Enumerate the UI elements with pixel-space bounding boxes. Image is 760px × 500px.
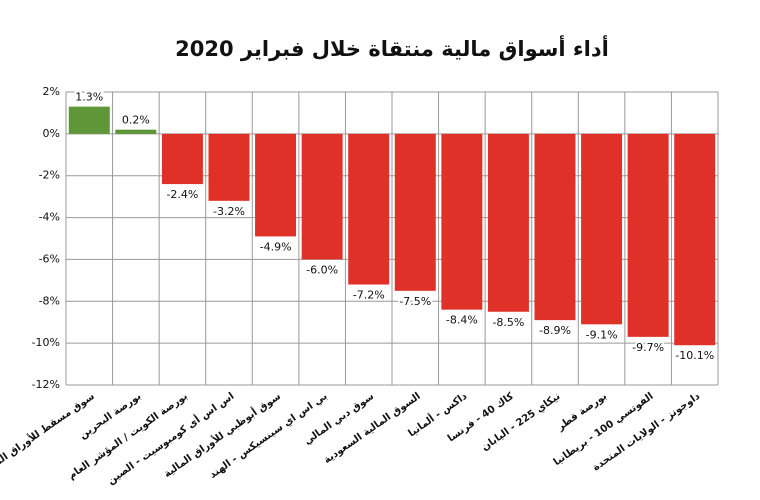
value-label: -9.1% — [586, 328, 618, 341]
value-label: 0.2% — [122, 114, 150, 127]
bar — [208, 133, 250, 201]
y-tick-label: -6% — [39, 252, 60, 265]
y-tick-label: 0% — [43, 127, 60, 140]
bar — [534, 133, 576, 321]
y-tick-label: -8% — [39, 294, 60, 307]
bar — [627, 133, 669, 337]
bar — [301, 133, 343, 260]
y-tick-label: 2% — [43, 85, 60, 98]
value-label: -6.0% — [306, 263, 338, 276]
bar — [394, 133, 436, 291]
y-tick-label: -2% — [39, 169, 60, 182]
value-label: -2.4% — [166, 188, 198, 201]
value-label: 1.3% — [75, 91, 103, 104]
value-label: -8.4% — [446, 314, 478, 327]
bar — [161, 133, 203, 185]
bar — [674, 133, 716, 346]
value-label: -8.9% — [539, 324, 571, 337]
chart-title: أداء أسواق مالية منتقاة خلال فبراير 2020 — [175, 34, 609, 61]
bar — [441, 133, 483, 310]
bar — [115, 129, 157, 134]
value-label: -3.2% — [213, 205, 245, 218]
bar — [348, 133, 390, 285]
value-label: -4.9% — [260, 240, 292, 253]
value-label: -9.7% — [632, 341, 664, 354]
value-label: -8.5% — [492, 316, 524, 329]
bar — [255, 133, 297, 237]
bar — [68, 106, 110, 134]
y-tick-label: -10% — [32, 336, 60, 349]
value-label: -7.5% — [399, 295, 431, 308]
y-tick-label: -4% — [39, 211, 60, 224]
value-label: -10.1% — [675, 349, 714, 362]
bar — [581, 133, 623, 325]
y-tick-label: -12% — [32, 378, 60, 391]
x-tick-label: نيكاي 225 - اليابان — [480, 391, 563, 453]
value-label: -7.2% — [353, 289, 385, 302]
bar — [487, 133, 529, 312]
